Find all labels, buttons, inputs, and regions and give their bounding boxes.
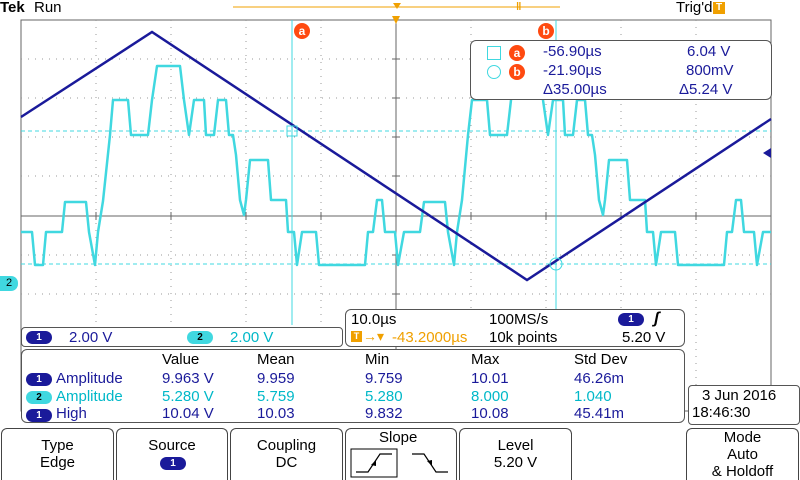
row2-std: 1.040 — [574, 388, 612, 405]
row1-name: Amplitude — [56, 370, 123, 387]
cursor-delta-time: Δ35.00µs — [543, 81, 607, 98]
header-value: Value — [162, 351, 200, 368]
measurements-table: Value Mean Min Max Std Dev 1 Amplitude 9… — [21, 349, 685, 423]
header-std-dev: Std Dev — [574, 351, 628, 368]
menu-mode-holdoff: & Holdoff — [711, 463, 774, 480]
cursor-a-label[interactable]: a — [294, 22, 310, 40]
trigger-position-icon: T — [351, 331, 362, 342]
menu-mode-value: Auto — [727, 446, 758, 463]
circle-icon — [487, 65, 501, 79]
horizontal-position: -43.2000µs — [392, 329, 468, 346]
ch1-badge[interactable]: 1 — [26, 331, 52, 344]
time-per-div: 10.0µs — [351, 311, 397, 328]
time-text: 18:46:30 — [692, 404, 751, 421]
row3-min: 9.832 — [365, 405, 403, 422]
channel-scale-bar: 1 2.00 V 2 2.00 V — [21, 327, 343, 347]
row3-max: 10.08 — [471, 405, 509, 422]
trigger-position-marker[interactable] — [393, 3, 401, 9]
row3-std: 45.41m — [574, 405, 625, 422]
rising-edge-icon[interactable] — [350, 448, 398, 478]
trigger-source-badge: 1 — [618, 313, 644, 326]
cursor-a-time: -56.90µs — [543, 43, 602, 60]
row3-channel-badge: 1 — [26, 409, 52, 422]
cursor-a-marker — [286, 125, 298, 137]
ch2-badge[interactable]: 2 — [187, 331, 213, 344]
row1-mean: 9.959 — [257, 370, 295, 387]
menu-source-button[interactable]: Source 1 — [116, 428, 228, 480]
trigger-marker: T — [713, 2, 725, 14]
cursor-b-badge: b — [509, 63, 525, 81]
row1-std: 46.26m — [574, 370, 625, 387]
menu-slope-button[interactable]: Slope — [345, 428, 457, 480]
menu-source-title: Source — [148, 437, 196, 454]
menu-type-title: Type — [41, 437, 74, 454]
center-marker — [392, 16, 400, 24]
ch1-waveform — [20, 30, 772, 282]
run-state: Run — [34, 0, 62, 16]
menu-level-button[interactable]: Level 5.20 V — [459, 428, 572, 480]
header-max: Max — [471, 351, 500, 368]
row3-name: High — [56, 405, 87, 422]
cursor-a-badge: a — [509, 44, 525, 62]
row1-channel-badge: 1 — [26, 373, 52, 386]
row2-mean: 5.759 — [257, 388, 295, 405]
sample-rate: 100MS/s — [489, 311, 549, 328]
cursor-a-volt: 6.04 V — [687, 43, 731, 60]
header-min: Min — [365, 351, 390, 368]
date-text: 3 Jun 2016 — [702, 387, 777, 404]
header-mean: Mean — [257, 351, 295, 368]
row3-mean: 10.03 — [257, 405, 295, 422]
arrow-icon: →▾ — [363, 328, 385, 344]
horizontal-readout: 10.0µs 100MS/s 1 ʃ T →▾ -43.2000µs 10k p… — [345, 309, 685, 347]
menu-level-title: Level — [497, 437, 534, 454]
record-length: 10k points — [489, 329, 558, 346]
trigger-state: Trig'd — [676, 0, 713, 16]
row1-value: 9.963 V — [162, 370, 214, 387]
trigger-level-arrow[interactable] — [763, 148, 771, 158]
cursor-b-marker — [549, 257, 563, 271]
menu-source-badge: 1 — [160, 457, 186, 470]
cursor-b-time: -21.90µs — [543, 62, 602, 79]
cursor-delta-volt: Δ5.24 V — [679, 81, 733, 98]
slope-glyph: ʃ — [654, 310, 660, 327]
row2-name: Amplitude — [56, 388, 123, 405]
menu-coupling-value: DC — [275, 454, 298, 471]
brand-logo: Tek — [0, 0, 25, 16]
row2-min: 5.280 — [365, 388, 403, 405]
ch2-waveform — [21, 64, 771, 267]
row2-value: 5.280 V — [162, 388, 214, 405]
trigger-time-marker: ‖ — [516, 1, 522, 13]
menu-coupling-button[interactable]: Coupling DC — [230, 428, 343, 480]
ch1-scale: 2.00 V — [69, 329, 113, 346]
row1-min: 9.759 — [365, 370, 403, 387]
square-icon — [487, 46, 501, 60]
cursor-readout: a -56.90µs 6.04 V b -21.90µs 800mV Δ35.0… — [470, 40, 772, 100]
falling-edge-icon[interactable] — [406, 448, 454, 478]
menu-coupling-title: Coupling — [256, 437, 317, 454]
cursor-b-volt: 800mV — [686, 62, 734, 79]
trigger-level: 5.20 V — [622, 329, 666, 346]
row1-max: 10.01 — [471, 370, 509, 387]
menu-mode-button[interactable]: Mode Auto & Holdoff — [686, 428, 799, 480]
ch2-ground-marker[interactable]: 2 — [0, 276, 18, 291]
row3-value: 10.04 V — [162, 405, 214, 422]
menu-type-button[interactable]: Type Edge — [1, 428, 114, 480]
menu-slope-title: Slope — [379, 429, 418, 446]
cursor-b-label[interactable]: b — [538, 22, 554, 40]
menu-mode-title: Mode — [723, 429, 762, 446]
menu-type-value: Edge — [39, 454, 76, 471]
datetime-box: 3 Jun 2016 18:46:30 — [688, 385, 800, 425]
row2-max: 8.000 — [471, 388, 509, 405]
menu-level-value: 5.20 V — [493, 454, 538, 471]
ch2-scale: 2.00 V — [230, 329, 274, 346]
row2-channel-badge: 2 — [26, 391, 52, 404]
